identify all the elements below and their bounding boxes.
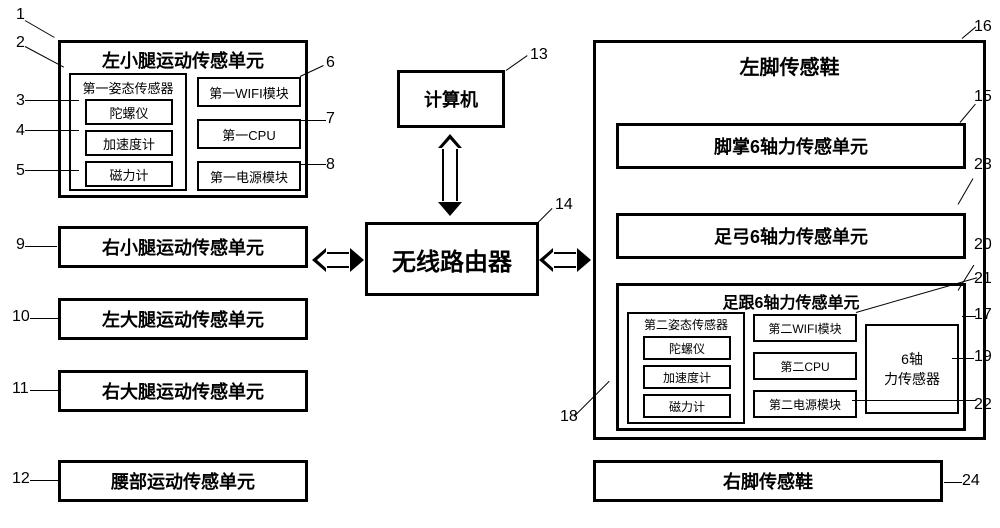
num-15: 15 — [974, 88, 992, 106]
computer-box: 计算机 — [397, 70, 505, 128]
leader-13 — [506, 55, 528, 71]
left-shoe-title: 左脚传感鞋 — [596, 51, 983, 80]
gyro-2-label: 陀螺仪 — [669, 340, 705, 357]
leader-12 — [30, 480, 58, 481]
power-2-label: 第二电源模块 — [769, 396, 841, 413]
attitude-sensor-2-title: 第二姿态传感器 — [629, 316, 743, 333]
leader-22 — [852, 400, 976, 401]
num-19: 19 — [974, 348, 992, 366]
computer-label: 计算机 — [424, 86, 478, 112]
arrow-router-right — [553, 252, 577, 268]
wifi-1: 第一WIFI模块 — [197, 77, 301, 107]
num-21: 21 — [974, 270, 992, 288]
num-9: 9 — [16, 236, 25, 254]
gyro-1: 陀螺仪 — [85, 99, 173, 125]
sole-unit: 脚掌6轴力传感单元 — [616, 123, 966, 169]
right-thigh-unit: 右大腿运动传感单元 — [58, 370, 308, 412]
num-10: 10 — [12, 308, 30, 326]
right-shoe: 右脚传感鞋 — [593, 460, 943, 502]
num-12: 12 — [12, 470, 30, 488]
right-calf-unit: 右小腿运动传感单元 — [58, 226, 308, 268]
mag-2: 磁力计 — [643, 394, 731, 418]
arch-unit-label: 足弓6轴力传感单元 — [714, 223, 868, 249]
num-22: 22 — [974, 396, 992, 414]
accel-2: 加速度计 — [643, 365, 731, 389]
left-thigh-title: 左大腿运动传感单元 — [102, 306, 264, 332]
accel-1-label: 加速度计 — [103, 134, 155, 153]
num-23: 23 — [974, 156, 992, 174]
cpu-2-label: 第二CPU — [780, 358, 829, 375]
sole-unit-label: 脚掌6轴力传感单元 — [714, 133, 868, 159]
left-calf-unit: 左小腿运动传感单元 第一姿态传感器 陀螺仪 加速度计 磁力计 第一WIFI模块 … — [58, 40, 308, 198]
leader-7 — [300, 120, 326, 121]
num-2: 2 — [16, 34, 25, 52]
leader-9 — [25, 246, 57, 247]
leader-4 — [25, 130, 79, 131]
num-17: 17 — [974, 306, 992, 324]
num-20: 20 — [974, 236, 992, 254]
num-13: 13 — [530, 46, 548, 64]
cpu-2: 第二CPU — [753, 352, 857, 380]
num-24: 24 — [962, 472, 980, 490]
leader-3 — [25, 100, 79, 101]
right-shoe-label: 右脚传感鞋 — [723, 468, 813, 494]
arch-unit: 足弓6轴力传感单元 — [616, 213, 966, 259]
right-calf-title: 右小腿运动传感单元 — [102, 234, 264, 260]
power-2: 第二电源模块 — [753, 390, 857, 418]
gyro-1-label: 陀螺仪 — [109, 103, 148, 122]
leader-17 — [962, 316, 976, 317]
leader-1 — [25, 20, 55, 38]
leader-8 — [300, 164, 326, 165]
leader-19 — [952, 358, 974, 359]
num-18: 18 — [560, 408, 578, 426]
num-14: 14 — [555, 196, 573, 214]
attitude-sensor-2: 第二姿态传感器 陀螺仪 加速度计 磁力计 — [627, 312, 745, 424]
num-5: 5 — [16, 162, 25, 180]
left-shoe: 左脚传感鞋 脚掌6轴力传感单元 足弓6轴力传感单元 足跟6轴力传感单元 第二姿态… — [593, 40, 986, 440]
leader-10 — [30, 318, 58, 319]
num-1: 1 — [16, 6, 25, 24]
wifi-2: 第二WIFI模块 — [753, 314, 857, 342]
wifi-1-label: 第一WIFI模块 — [209, 83, 288, 102]
num-7: 7 — [326, 110, 335, 128]
mag-1-label: 磁力计 — [109, 165, 148, 184]
left-calf-title: 左小腿运动传感单元 — [61, 47, 305, 73]
num-4: 4 — [16, 122, 25, 140]
num-11: 11 — [12, 380, 29, 398]
gyro-2: 陀螺仪 — [643, 336, 731, 360]
six-axis-label: 6轴 力传感器 — [884, 349, 940, 389]
mag-2-label: 磁力计 — [669, 398, 705, 415]
waist-unit: 腰部运动传感单元 — [58, 460, 308, 502]
arrow-left-router — [326, 252, 350, 268]
waist-title: 腰部运动传感单元 — [111, 468, 255, 494]
power-1-label: 第一电源模块 — [210, 167, 288, 186]
cpu-1: 第一CPU — [197, 119, 301, 149]
router-box: 无线路由器 — [365, 222, 539, 296]
attitude-sensor-1: 第一姿态传感器 陀螺仪 加速度计 磁力计 — [69, 73, 187, 191]
leader-24 — [944, 482, 962, 483]
wifi-2-label: 第二WIFI模块 — [768, 320, 841, 337]
num-16: 16 — [974, 18, 992, 36]
mag-1: 磁力计 — [85, 161, 173, 187]
attitude-sensor-1-title: 第一姿态传感器 — [71, 78, 185, 97]
right-thigh-title: 右大腿运动传感单元 — [102, 378, 264, 404]
arrow-computer-router — [442, 148, 458, 202]
accel-1: 加速度计 — [85, 130, 173, 156]
accel-2-label: 加速度计 — [663, 369, 711, 386]
leader-11 — [30, 390, 58, 391]
num-3: 3 — [16, 92, 25, 110]
router-label: 无线路由器 — [392, 242, 512, 277]
heel-unit: 足跟6轴力传感单元 第二姿态传感器 陀螺仪 加速度计 磁力计 第二WIFI模块 … — [616, 283, 966, 431]
power-1: 第一电源模块 — [197, 161, 301, 191]
left-thigh-unit: 左大腿运动传感单元 — [58, 298, 308, 340]
leader-14 — [538, 208, 553, 223]
heel-unit-title: 足跟6轴力传感单元 — [619, 289, 963, 313]
num-6: 6 — [326, 54, 335, 72]
cpu-1-label: 第一CPU — [222, 125, 275, 144]
num-8: 8 — [326, 156, 335, 174]
leader-5 — [25, 170, 79, 171]
